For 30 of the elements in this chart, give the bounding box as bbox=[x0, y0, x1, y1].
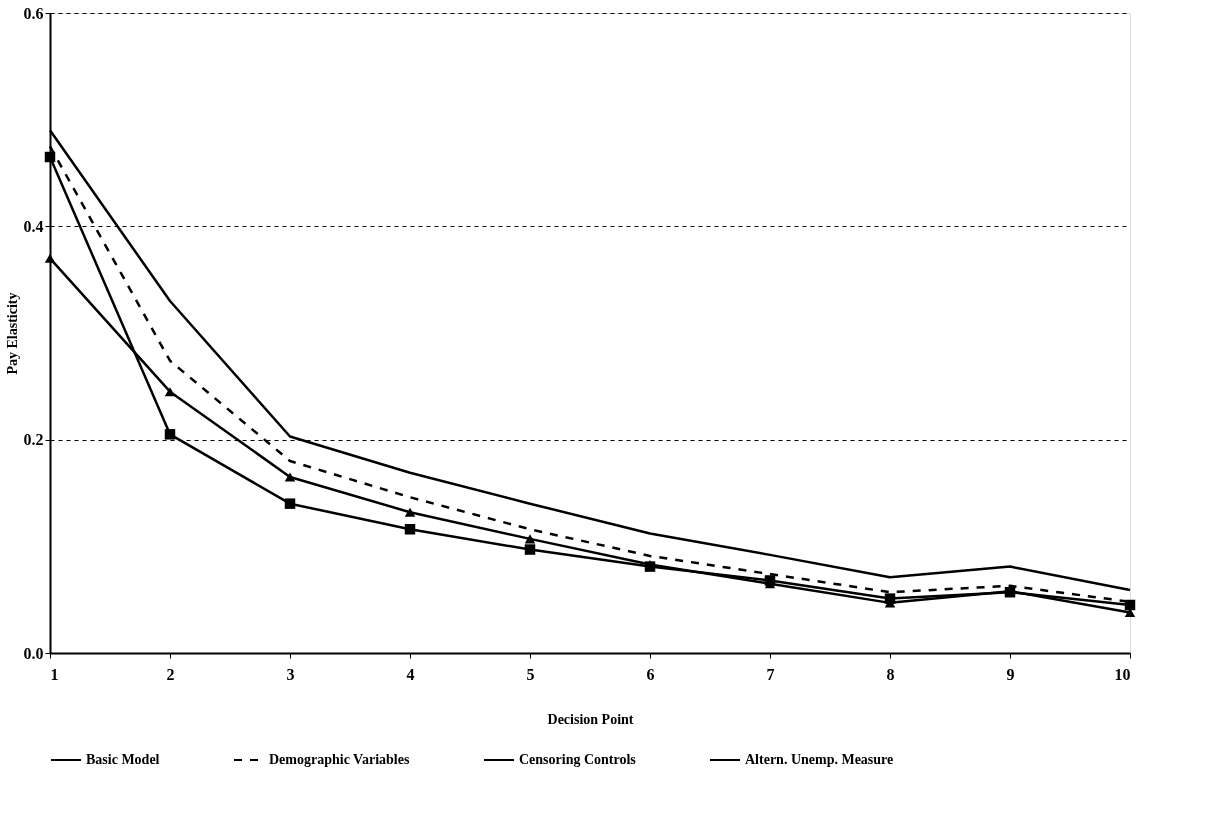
x-tick-label: 9 bbox=[1006, 665, 1015, 683]
y-tick-label: 0.2 bbox=[23, 431, 44, 449]
x-axis-title: Decision Point bbox=[547, 711, 634, 727]
y-axis-title: Pay Elasticity bbox=[4, 292, 20, 375]
x-tick-label: 7 bbox=[766, 665, 775, 683]
point bbox=[524, 534, 536, 544]
point bbox=[44, 253, 56, 263]
point bbox=[164, 387, 176, 397]
point bbox=[284, 472, 296, 482]
y-tick-label: 0.6 bbox=[23, 4, 44, 22]
x-tick-label: 8 bbox=[886, 665, 895, 683]
x-tick-label: 5 bbox=[526, 665, 535, 683]
x-tick-label: 3 bbox=[286, 665, 295, 683]
x-tick-label: 2 bbox=[166, 665, 175, 683]
x-tick-label: 1 bbox=[50, 665, 59, 683]
y-tick-label: 0.4 bbox=[23, 217, 44, 235]
point bbox=[284, 498, 296, 509]
legend-label: Basic Model bbox=[86, 752, 160, 767]
legend-label: Censoring Controls bbox=[519, 752, 637, 767]
x-tick-label: 6 bbox=[646, 665, 655, 683]
point bbox=[404, 524, 416, 535]
y-tick-label: 0.0 bbox=[23, 644, 44, 662]
legend-label: Altern. Unemp. Measure bbox=[745, 752, 894, 767]
legend-label: Demographic Variables bbox=[269, 752, 410, 767]
point bbox=[164, 429, 176, 440]
point bbox=[404, 507, 416, 517]
point bbox=[524, 544, 536, 555]
x-tick-label: 4 bbox=[406, 665, 415, 683]
x-tick-label: 10 bbox=[1114, 665, 1131, 683]
point bbox=[44, 151, 56, 163]
